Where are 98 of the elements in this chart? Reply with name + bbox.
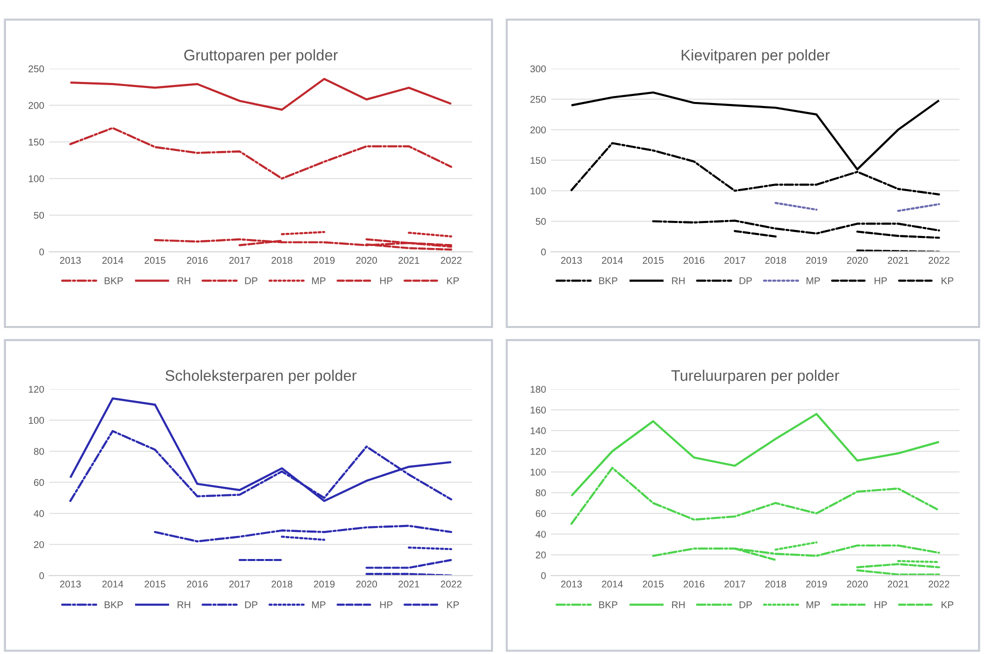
x-tick-label: 2020 <box>846 580 868 588</box>
y-tick-label: 80 <box>34 448 44 455</box>
x-tick-label: 2015 <box>642 580 664 588</box>
x-tick-label: 2020 <box>356 580 377 588</box>
y-tick-label: 250 <box>530 96 546 103</box>
x-tick-label: 2014 <box>102 580 124 588</box>
legend-label: MP <box>806 277 820 284</box>
legend-label: BKP <box>104 277 123 284</box>
chart-title: Kievitparen per polder <box>682 49 830 64</box>
y-tick-label: 100 <box>28 416 44 424</box>
x-tick-label: 2016 <box>186 256 208 264</box>
y-tick-label: 0 <box>541 572 546 580</box>
x-tick-label: 2020 <box>356 256 377 264</box>
legend-label: RH <box>672 601 685 608</box>
x-tick-label: 2013 <box>561 256 582 264</box>
y-tick-label: 0 <box>541 248 546 256</box>
chart-title: Scholeksterparen per polder <box>165 370 356 384</box>
chart-title: Tureluurparen per polder <box>671 370 840 384</box>
y-tick-label: 250 <box>28 65 44 72</box>
legend-label: MP <box>312 277 326 284</box>
legend-label: KP <box>447 601 459 608</box>
x-tick-label: 2017 <box>229 256 250 264</box>
x-tick-label: 2021 <box>888 256 908 264</box>
y-tick-label: 140 <box>530 427 546 434</box>
x-tick-label: 2022 <box>928 256 950 264</box>
legend-label: KP <box>942 601 954 608</box>
x-tick-label: 2022 <box>928 580 950 588</box>
x-tick-label: 2022 <box>440 256 462 264</box>
x-tick-label: 2017 <box>229 580 250 588</box>
x-tick-label: 2020 <box>846 256 868 264</box>
legend-label: RH <box>178 601 190 608</box>
x-tick-label: 2018 <box>765 256 786 264</box>
legend-label: BKP <box>599 601 618 608</box>
y-tick-label: 80 <box>536 489 546 496</box>
legend-label: HP <box>874 277 887 284</box>
y-tick-label: 40 <box>34 510 44 518</box>
y-tick-label: 160 <box>530 406 546 414</box>
x-tick-label: 2014 <box>602 580 623 588</box>
y-tick-label: 100 <box>28 175 44 182</box>
x-tick-label: 2021 <box>398 256 420 264</box>
x-tick-label: 2016 <box>186 580 208 588</box>
x-tick-label: 2019 <box>314 256 335 264</box>
y-tick-label: 200 <box>28 102 44 109</box>
legend-label: DP <box>740 277 752 284</box>
y-tick-label: 50 <box>34 212 44 219</box>
y-tick-label: 20 <box>34 541 44 548</box>
legend-label: HP <box>380 277 392 284</box>
legend-label: RH <box>672 277 685 284</box>
legend-label: KP <box>942 277 954 284</box>
x-tick-label: 2017 <box>724 580 746 588</box>
legend-label: HP <box>380 601 392 608</box>
x-tick-label: 2016 <box>684 256 704 264</box>
y-tick-label: 200 <box>530 126 546 134</box>
x-tick-label: 2015 <box>144 580 166 588</box>
y-tick-label: 50 <box>536 218 546 225</box>
y-tick-label: 40 <box>536 530 546 538</box>
x-tick-label: 2015 <box>144 256 166 264</box>
x-tick-label: 2018 <box>272 580 292 588</box>
legend-label: MP <box>312 601 326 608</box>
x-tick-label: 2019 <box>314 580 335 588</box>
x-tick-label: 2019 <box>806 256 827 264</box>
x-tick-label: 2014 <box>602 256 623 264</box>
y-tick-label: 20 <box>536 552 546 558</box>
y-tick-label: 300 <box>530 65 546 72</box>
y-tick-label: 150 <box>530 156 546 164</box>
x-tick-label: 2019 <box>806 580 827 588</box>
legend-label: DP <box>740 601 752 608</box>
y-tick-label: 180 <box>530 386 546 393</box>
x-tick-label: 2013 <box>561 580 582 588</box>
legend-label: RH <box>178 277 190 284</box>
x-tick-label: 2021 <box>888 580 908 588</box>
y-tick-label: 100 <box>530 187 546 194</box>
x-tick-label: 2018 <box>272 256 292 264</box>
y-tick-label: 150 <box>28 138 44 146</box>
x-tick-label: 2014 <box>102 256 124 264</box>
x-tick-label: 2018 <box>765 580 786 588</box>
x-tick-label: 2021 <box>398 580 420 588</box>
y-tick-label: 120 <box>28 386 44 393</box>
x-tick-label: 2015 <box>642 256 664 264</box>
x-tick-label: 2013 <box>60 580 81 588</box>
x-tick-label: 2017 <box>724 256 746 264</box>
legend-label: DP <box>245 277 258 284</box>
chart-title: Gruttoparen per polder <box>184 49 338 64</box>
y-tick-label: 120 <box>530 448 546 455</box>
legend-label: KP <box>447 277 459 284</box>
legend-label: MP <box>806 601 820 608</box>
legend-label: BKP <box>104 601 123 608</box>
legend-label: HP <box>874 601 887 608</box>
x-tick-label: 2013 <box>60 256 81 264</box>
y-tick-label: 60 <box>536 510 546 518</box>
x-tick-label: 2016 <box>684 580 704 588</box>
y-tick-label: 100 <box>530 468 546 476</box>
y-tick-label: 0 <box>39 248 44 256</box>
y-tick-label: 0 <box>39 572 44 580</box>
legend-label: DP <box>245 601 258 608</box>
legend-label: BKP <box>599 277 618 284</box>
x-tick-label: 2022 <box>440 580 462 588</box>
y-tick-label: 60 <box>34 479 44 486</box>
